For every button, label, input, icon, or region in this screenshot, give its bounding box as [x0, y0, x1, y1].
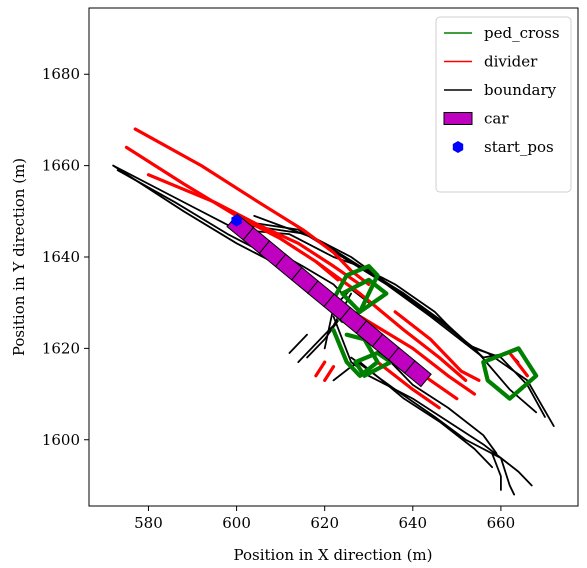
x-tick-label: 660: [487, 514, 516, 532]
divider-line-8: [375, 360, 441, 410]
x-tick-label: 640: [398, 514, 427, 532]
legend-label: divider: [484, 53, 538, 71]
legend-swatch: [452, 141, 464, 153]
divider-line-1: [133, 127, 371, 287]
boundary-line-14: [288, 333, 308, 354]
y-tick-label: 1680: [42, 65, 80, 83]
y-axis-label: Position in Y direction (m): [10, 158, 28, 356]
boundary-line-13: [306, 320, 339, 359]
y-tick-label: 1640: [42, 248, 80, 266]
x-axis-label: Position in X direction (m): [233, 546, 432, 564]
y-tick-label: 1620: [42, 339, 80, 357]
divider-line-10: [323, 365, 336, 382]
legend-entry-boundary: boundary: [444, 81, 557, 99]
divider-line-11: [508, 351, 529, 378]
y-axis-ticks: 1600 1620 1640 1660 1680: [42, 65, 89, 449]
legend-label: boundary: [484, 81, 557, 99]
y-tick-label: 1600: [42, 431, 80, 449]
x-tick-label: 600: [222, 514, 251, 532]
legend-entry-car: car: [443, 110, 509, 128]
legend-entry-start_pos: start_pos: [452, 138, 554, 156]
x-axis-ticks: 580 600 620 640 660: [134, 506, 515, 532]
divider-line-4: [314, 259, 468, 382]
boundary-line-11: [381, 352, 498, 455]
boundary-line-10: [359, 361, 493, 469]
ped_cross-series: [326, 264, 539, 401]
legend-label: start_pos: [484, 138, 554, 156]
ped_cross-line-5: [481, 346, 539, 401]
legend-entry-ped_cross: ped_cross: [444, 24, 560, 42]
car-box-12: [404, 360, 432, 388]
boundary-line-16: [491, 452, 502, 491]
legend-swatch: [443, 112, 473, 125]
legend-label: ped_cross: [484, 24, 560, 42]
divider-line-7: [393, 310, 481, 382]
legend-entry-divider: divider: [444, 53, 538, 71]
car-series: [226, 213, 432, 388]
boundary-line-7: [253, 214, 485, 359]
x-tick-label: 620: [310, 514, 339, 532]
ped_cross-line-2: [340, 277, 389, 314]
start-pos-marker: [231, 214, 242, 227]
x-tick-label: 580: [134, 514, 163, 532]
y-tick-label: 1660: [42, 157, 80, 175]
ped_cross-line-3: [331, 328, 380, 378]
boundary-line-17: [500, 457, 516, 496]
legend-label: car: [484, 110, 509, 128]
divider-line-2: [124, 145, 340, 282]
data-layer: [112, 127, 555, 496]
legend-box: [435, 16, 572, 193]
divider-line-3: [146, 173, 362, 287]
boundary-line-18: [323, 288, 370, 350]
divider-line-9: [314, 360, 327, 378]
divider-line-6: [358, 314, 477, 396]
